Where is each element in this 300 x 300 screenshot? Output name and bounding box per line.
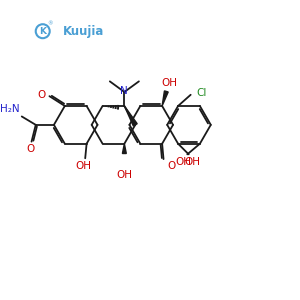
Text: OH: OH <box>116 170 132 180</box>
Text: OH: OH <box>175 157 191 167</box>
Text: OH: OH <box>76 161 92 171</box>
Text: OH: OH <box>184 157 200 167</box>
Text: ®: ® <box>47 22 53 27</box>
Text: O: O <box>26 144 34 154</box>
Text: K: K <box>39 27 46 36</box>
Text: O: O <box>38 90 46 100</box>
Text: H₂N: H₂N <box>0 104 20 114</box>
Text: Cl: Cl <box>197 88 207 98</box>
Polygon shape <box>122 144 126 154</box>
Text: Kuujia: Kuujia <box>63 25 104 38</box>
Polygon shape <box>124 106 137 126</box>
Text: OH: OH <box>162 78 178 88</box>
Text: O: O <box>167 161 176 171</box>
Polygon shape <box>162 91 168 106</box>
Text: N: N <box>121 85 128 96</box>
